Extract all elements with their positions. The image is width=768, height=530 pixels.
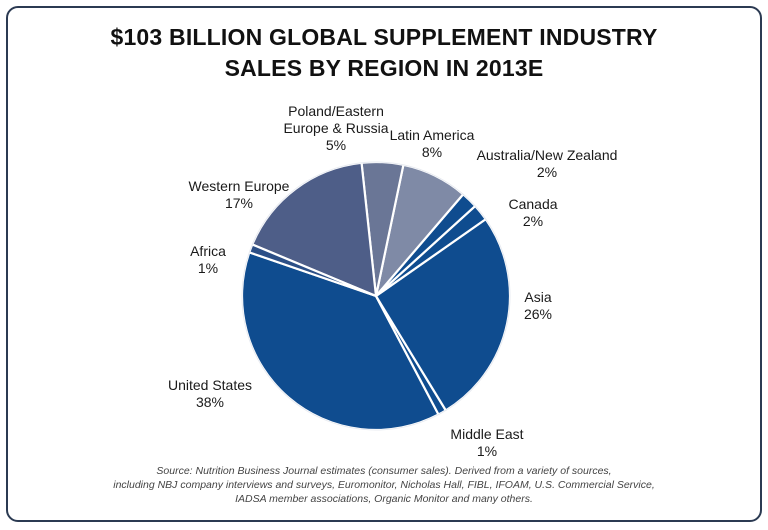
label-latin-america-value: 8%: [421, 144, 443, 160]
label-middle-east: Middle East 1%: [432, 426, 542, 460]
chart-title-line-2: SALES BY REGION IN 2013E: [224, 55, 544, 81]
label-canada: Canada 2%: [498, 196, 568, 230]
chart-title-line-1: $103 BILLION GLOBAL SUPPLEMENT INDUSTRY: [110, 24, 658, 50]
label-united-states-value: 38%: [195, 394, 225, 410]
label-united-states: United States 38%: [150, 377, 270, 411]
pie-outline: [241, 161, 511, 431]
label-latin-america: Latin America 8%: [376, 127, 488, 161]
label-asia-name: Asia: [524, 289, 552, 305]
source-note-line-1: Source: Nutrition Business Journal estim…: [156, 465, 612, 477]
label-canada-value: 2%: [522, 213, 544, 229]
label-australia-new-zealand-name: Australia/New Zealand: [476, 147, 618, 163]
label-canada-name: Canada: [508, 196, 558, 212]
label-western-europe-value: 17%: [224, 195, 254, 211]
label-latin-america-name: Latin America: [389, 127, 475, 143]
label-poland-eastern-europe-russia-value: 5%: [325, 137, 347, 153]
source-note: Source: Nutrition Business Journal estim…: [60, 464, 708, 506]
source-note-line-2: including NBJ company interviews and sur…: [113, 479, 655, 491]
chart-title: $103 BILLION GLOBAL SUPPLEMENT INDUSTRY …: [0, 22, 768, 84]
label-poland-eastern-europe-russia: Poland/Eastern Europe & Russia 5%: [236, 103, 436, 154]
label-africa: Africa 1%: [176, 243, 240, 277]
label-asia: Asia 26%: [508, 289, 568, 323]
label-western-europe-name: Western Europe: [188, 178, 290, 194]
label-middle-east-value: 1%: [476, 443, 498, 459]
label-united-states-name: United States: [167, 377, 253, 393]
label-middle-east-name: Middle East: [450, 426, 524, 442]
label-western-europe: Western Europe 17%: [174, 178, 304, 212]
label-poland-eastern-europe-russia-name: Poland/Eastern Europe & Russia: [283, 103, 389, 136]
label-africa-name: Africa: [190, 243, 226, 259]
source-note-line-3: IADSA member associations, Organic Monit…: [235, 493, 533, 505]
label-australia-new-zealand: Australia/New Zealand 2%: [458, 147, 636, 181]
label-asia-value: 26%: [523, 306, 553, 322]
label-africa-value: 1%: [197, 260, 219, 276]
label-australia-new-zealand-value: 2%: [536, 164, 558, 180]
